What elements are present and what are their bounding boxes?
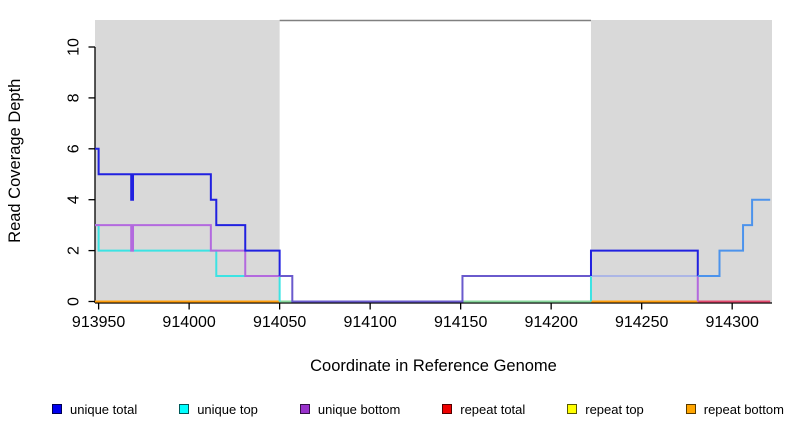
y-tick-label: 2: [66, 246, 83, 255]
x-tick-label: 914200: [524, 314, 577, 331]
chart-legend: unique total unique top unique bottom re…: [52, 398, 784, 420]
legend-item-repeat-total: repeat total: [442, 402, 525, 417]
unique-top-swatch-icon: [179, 404, 190, 414]
step-line-unique-total-right: [589, 249, 699, 277]
repeat-region-1: [95, 20, 280, 303]
legend-label: repeat bottom: [703, 401, 784, 417]
y-tick-label: 4: [66, 195, 83, 204]
x-tick-label: 914300: [705, 314, 758, 331]
legend-item-unique-total: unique total: [52, 402, 137, 417]
step-line-unique-bottom-left: [95, 224, 293, 278]
step-line-unique-total-left: [95, 147, 281, 277]
repeat-region-2: [590, 20, 772, 303]
unique-bottom-swatch-icon: [299, 404, 310, 414]
x-tick-label: 914050: [253, 314, 306, 331]
y-tick-label: 6: [66, 144, 83, 153]
x-tick-label: 914150: [434, 314, 487, 331]
y-axis-title: Read Coverage Depth: [6, 79, 24, 243]
unique-total-swatch-icon: [52, 404, 62, 414]
legend-label: unique bottom: [317, 401, 401, 417]
repeat-total-swatch-icon: [442, 404, 453, 414]
repeat-top-swatch-icon: [567, 404, 578, 414]
step-line-total-bottom-overlap-mid: [279, 275, 591, 303]
x-tick-label: 913950: [72, 314, 125, 331]
legend-label: repeat top: [585, 401, 644, 417]
legend-label: unique top: [197, 401, 258, 417]
x-tick-label: 914250: [615, 314, 668, 331]
x-axis-title: Coordinate in Reference Genome: [310, 357, 557, 375]
legend-item-repeat-bottom: repeat bottom: [685, 401, 784, 417]
x-tick-label: 914100: [343, 314, 396, 331]
legend-item-unique-top: unique top: [179, 402, 258, 417]
x-tick-label: 914000: [162, 314, 215, 331]
legend-label: repeat total: [460, 401, 526, 417]
repeat-bottom-swatch-icon: [685, 404, 696, 414]
legend-label: unique total: [70, 401, 138, 417]
legend-item-unique-bottom: unique bottom: [299, 401, 401, 417]
legend-item-repeat-top: repeat top: [567, 402, 644, 417]
y-tick-label: 10: [66, 38, 83, 56]
y-tick-label: 0: [66, 297, 83, 306]
step-line-total-top-overlap-stairs: [697, 198, 771, 278]
y-tick-label: 8: [66, 93, 83, 102]
